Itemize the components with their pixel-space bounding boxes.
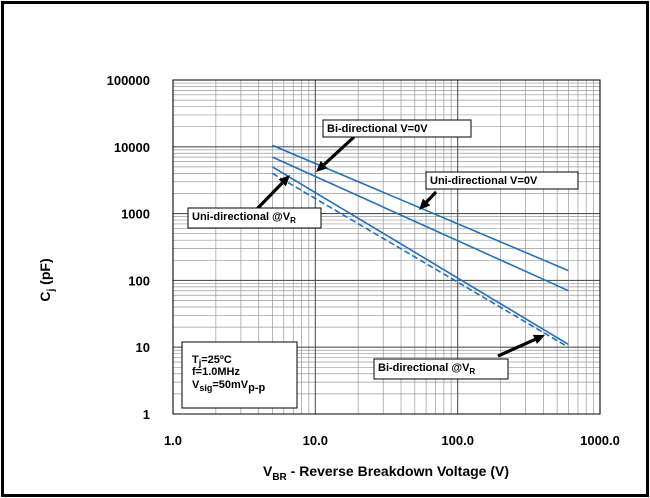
- annotation-uni-v0: Uni-directional V=0V: [425, 171, 579, 190]
- series-line-2: [272, 156, 569, 292]
- y-tick-label: 100: [128, 273, 150, 288]
- condition-frequency: f=1.0MHz: [192, 366, 240, 378]
- y-tick-label: 1000: [121, 207, 150, 222]
- series-line-3: [272, 166, 569, 346]
- x-tick-labels: 1.0 10.0 100.0 1000.0: [164, 433, 620, 448]
- arrow-uni-v0: [419, 190, 438, 210]
- condition-signal: Vsig=50mVp-p: [192, 379, 266, 394]
- annotation-bi-vr: Bi-directional @VR: [373, 358, 509, 380]
- y-axis-title: Cj (pF): [37, 258, 57, 301]
- annotation-bi-v0: Bi-directional V=0V: [322, 119, 472, 138]
- y-tick-label: 100000: [107, 73, 150, 88]
- series-line-4: [272, 172, 569, 348]
- x-tick-label: 1000.0: [580, 433, 620, 448]
- arrow-bi-v0: [316, 135, 356, 172]
- annotation-boxes: Bi-directional V=0V Uni-directional V=0V U…: [187, 119, 579, 380]
- x-tick-label: 1.0: [164, 433, 182, 448]
- arrow-bi-vr: [497, 334, 545, 358]
- annotation-label: Bi-directional @VR: [378, 362, 475, 376]
- x-tick-label: 10.0: [303, 433, 328, 448]
- x-tick-label: 100.0: [441, 433, 474, 448]
- plot-border: [172, 79, 601, 415]
- y-tick-label: 10: [136, 340, 150, 355]
- annotation-label: Uni-directional V=0V: [430, 175, 538, 187]
- annotation-arrows: [254, 135, 545, 358]
- y-tick-label: 1: [143, 407, 150, 422]
- condition-temperature: Tj=25ºC: [192, 354, 232, 368]
- y-tick-labels: 1 10 100 1000 10000 100000: [107, 73, 150, 422]
- test-conditions-box: Tj=25ºC f=1.0MHz Vsig=50mVp-p: [181, 341, 298, 409]
- arrow-uni-vr: [254, 175, 290, 212]
- annotation-label: Bi-directional V=0V: [327, 123, 428, 135]
- annotation-label: Uni-directional @VR: [192, 211, 296, 225]
- annotation-uni-vr: Uni-directional @VR: [187, 207, 322, 229]
- y-tick-label: 10000: [114, 140, 150, 155]
- x-axis-title: VBR - Reverse Breakdown Voltage (V): [263, 463, 509, 483]
